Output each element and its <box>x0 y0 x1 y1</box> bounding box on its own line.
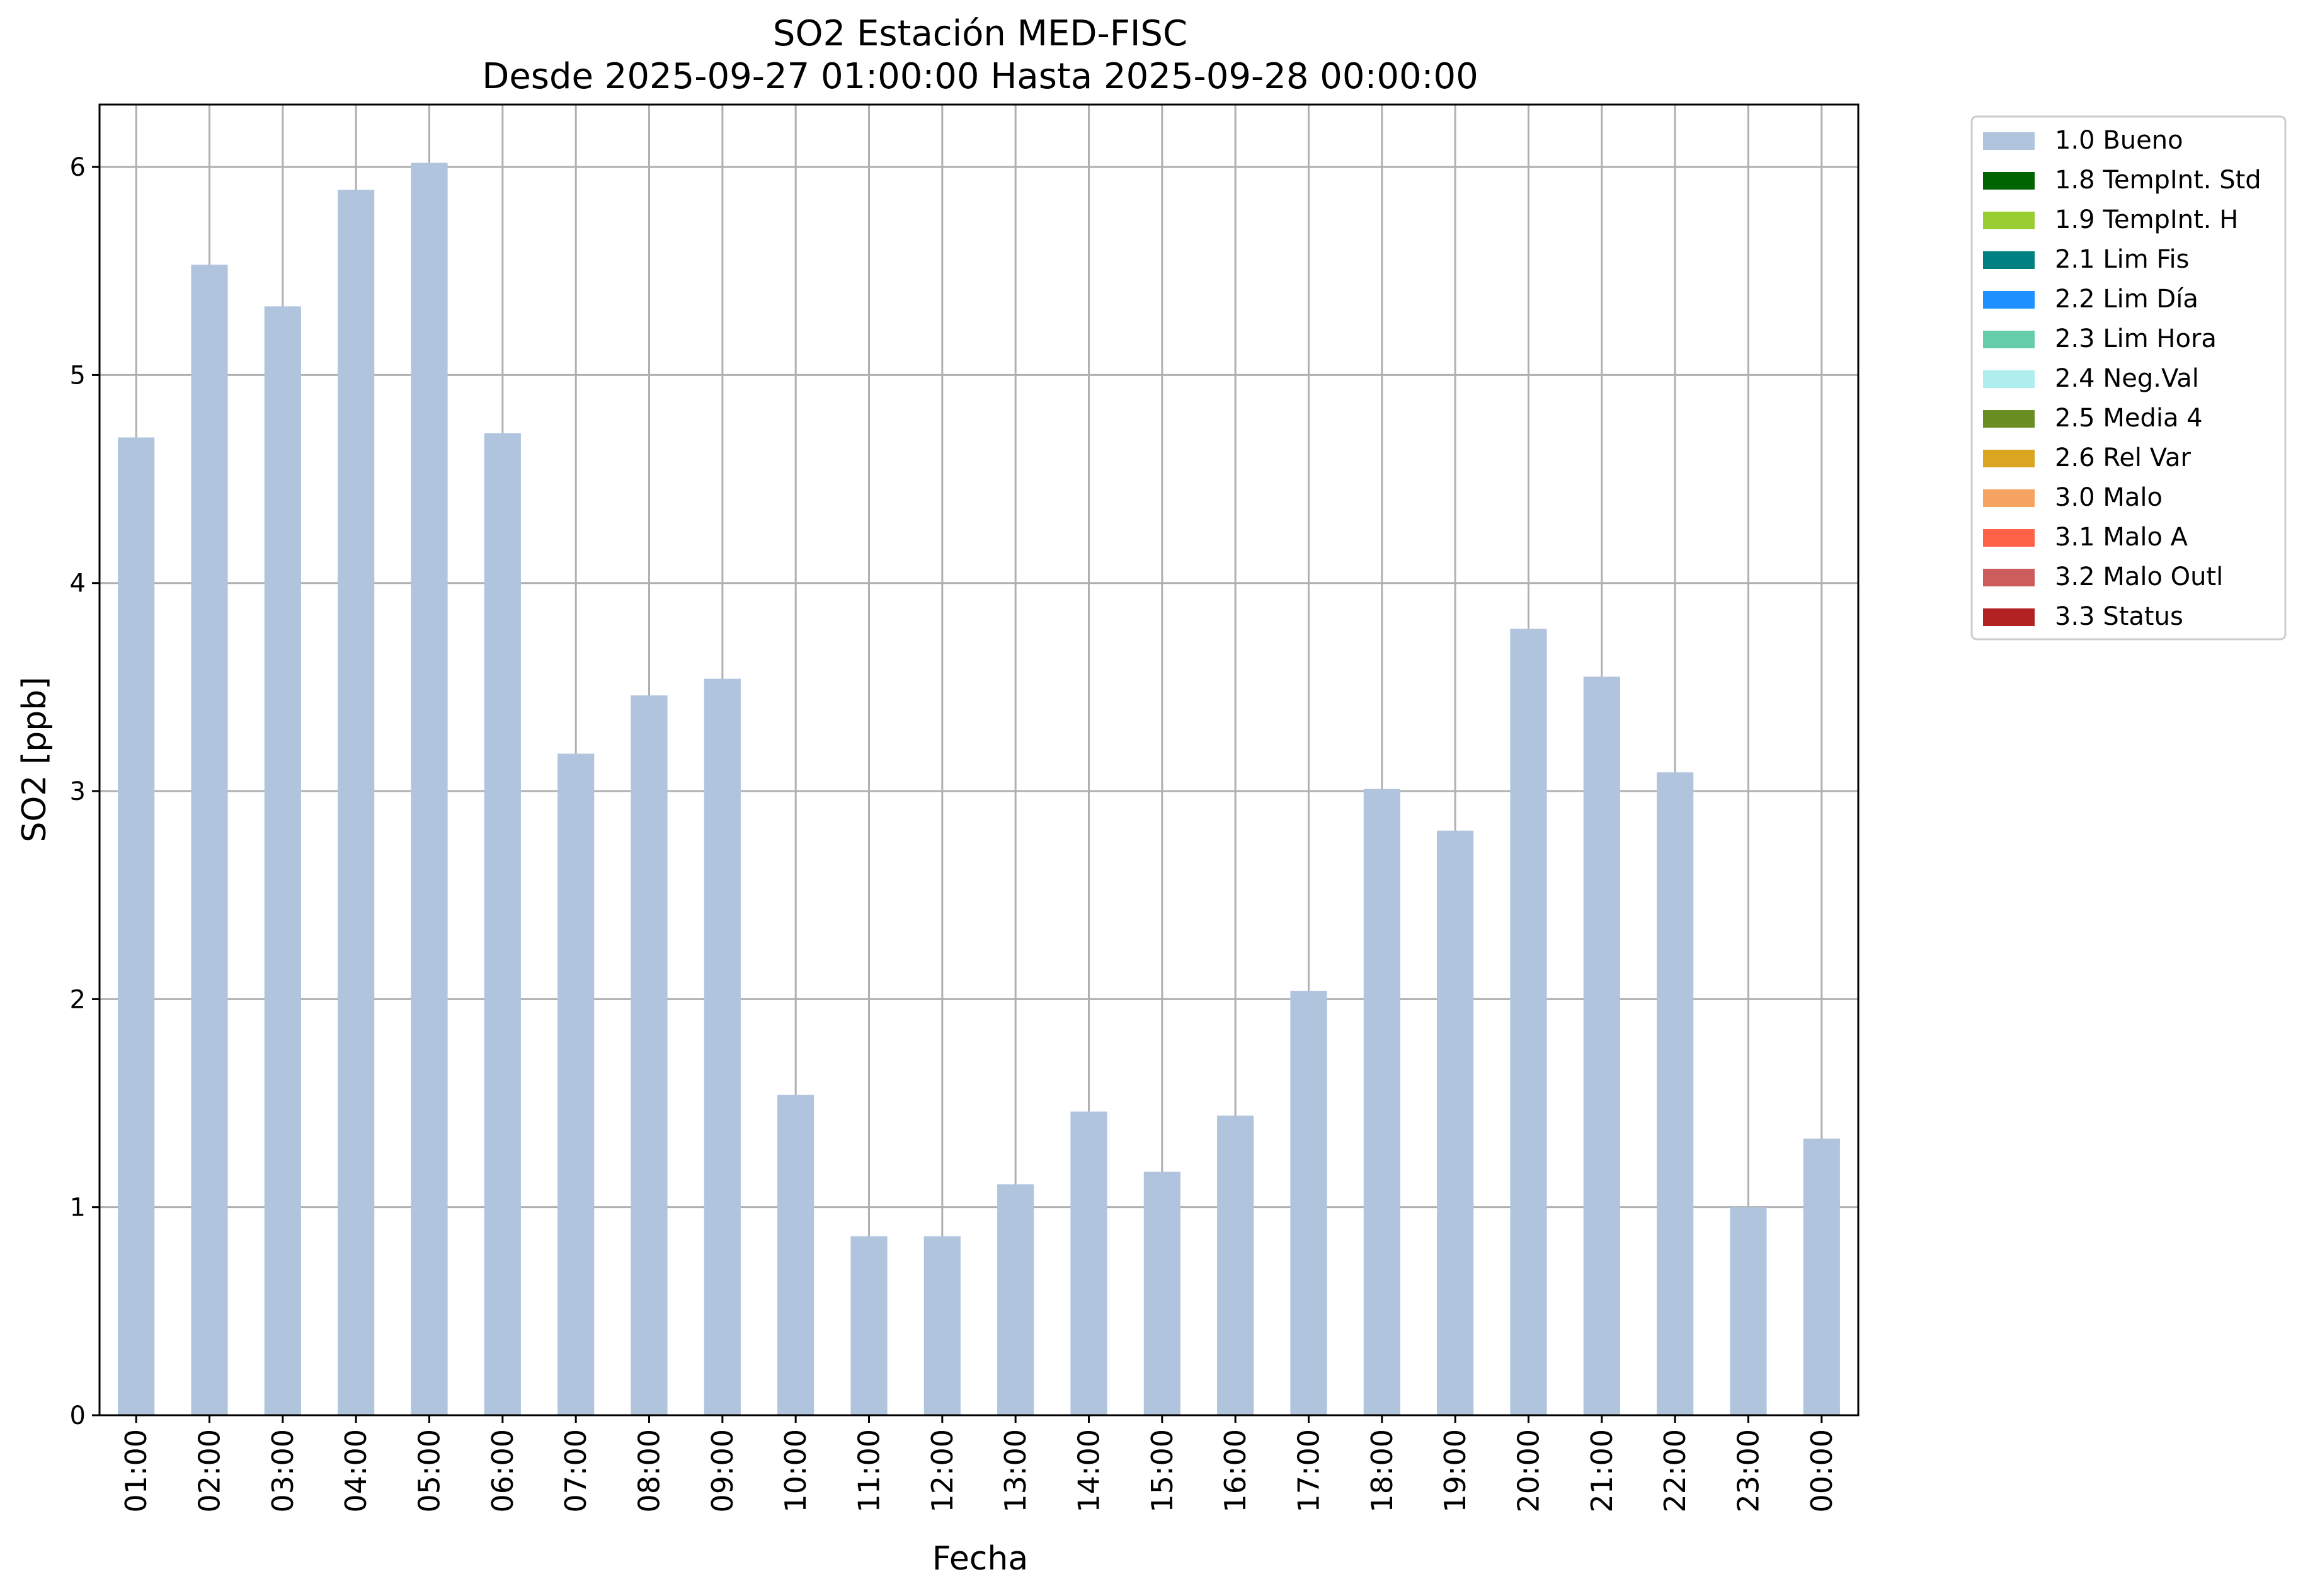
x-tick-label: 08:00 <box>632 1429 666 1513</box>
x-tick-label: 10:00 <box>779 1429 813 1513</box>
bar <box>1803 1138 1840 1415</box>
y-tick-label: 5 <box>70 361 86 390</box>
x-tick-label: 12:00 <box>925 1429 959 1513</box>
x-tick-label: 09:00 <box>706 1429 740 1513</box>
x-axis-ticks: 01:00 02:00 03:00 04:00 05:00 06:00 07:00 08:00… <box>119 1415 1839 1513</box>
legend-swatch <box>1983 489 2035 507</box>
bar <box>1070 1111 1107 1415</box>
legend-label: 1.9 TempInt. H <box>2055 205 2238 234</box>
x-tick-label: 03:00 <box>266 1429 300 1513</box>
plot-frame <box>98 103 1860 1416</box>
bar <box>850 1236 888 1415</box>
legend-label: 3.0 Malo <box>2055 483 2163 512</box>
legend-swatch <box>1983 331 2035 348</box>
legend-swatch <box>1983 251 2035 269</box>
legend-swatch <box>1983 410 2035 428</box>
bar <box>1437 830 1474 1415</box>
bar <box>557 753 595 1415</box>
x-axis-label: Fecha <box>932 1540 1028 1578</box>
bars <box>118 162 1840 1415</box>
y-tick-label: 3 <box>70 777 86 806</box>
legend-swatch <box>1983 132 2035 150</box>
y-tick-label: 2 <box>70 985 86 1014</box>
x-tick-label: 06:00 <box>486 1429 520 1513</box>
legend-label: 2.2 Lim Día <box>2055 285 2198 314</box>
x-tick-label: 13:00 <box>998 1429 1032 1513</box>
bar <box>997 1184 1034 1415</box>
chart-title-line1: SO2 Estación MED-FISC <box>773 13 1187 54</box>
legend-label: 3.3 Status <box>2055 602 2183 631</box>
y-tick-label: 6 <box>70 153 86 182</box>
y-tick-label: 0 <box>70 1401 86 1430</box>
x-tick-label: 00:00 <box>1805 1429 1839 1513</box>
bar <box>1730 1207 1767 1415</box>
x-tick-label: 19:00 <box>1438 1429 1472 1513</box>
bar <box>264 306 301 1415</box>
legend-label: 2.1 Lim Fis <box>2055 245 2189 274</box>
legend-label: 1.0 Bueno <box>2055 126 2183 155</box>
x-tick-label: 22:00 <box>1658 1429 1692 1513</box>
x-tick-label: 20:00 <box>1512 1429 1546 1513</box>
bar <box>923 1236 961 1415</box>
x-tick-label: 17:00 <box>1292 1429 1326 1513</box>
bar <box>118 437 155 1415</box>
legend-frame <box>1970 115 2287 641</box>
x-tick-label: 23:00 <box>1732 1429 1766 1513</box>
legend-label: 2.5 Media 4 <box>2055 404 2203 433</box>
bar <box>1143 1171 1180 1415</box>
legend-swatch <box>1983 212 2035 229</box>
bar <box>1217 1115 1254 1415</box>
legend-swatch <box>1983 529 2035 547</box>
legend-label: 3.1 Malo A <box>2055 523 2188 552</box>
legend-swatch <box>1983 172 2035 190</box>
bar <box>777 1095 814 1415</box>
x-tick-label: 07:00 <box>559 1429 593 1513</box>
bar <box>191 265 228 1415</box>
x-tick-label: 11:00 <box>852 1429 886 1513</box>
bar <box>1657 772 1694 1415</box>
legend-label: 3.2 Malo Outl <box>2055 562 2223 591</box>
bar <box>704 678 741 1415</box>
bar <box>1290 991 1327 1415</box>
legend-label: 2.4 Neg.Val <box>2055 364 2199 393</box>
x-tick-label: 01:00 <box>119 1429 153 1513</box>
x-tick-label: 18:00 <box>1365 1429 1399 1513</box>
x-tick-label: 02:00 <box>193 1429 227 1513</box>
bar <box>631 695 668 1415</box>
legend-swatch <box>1983 569 2035 586</box>
x-tick-label: 21:00 <box>1585 1429 1619 1513</box>
legend-label: 2.3 Lim Hora <box>2055 324 2217 353</box>
bar <box>411 162 448 1415</box>
bar <box>484 433 521 1415</box>
y-axis-ticks: 0 1 2 3 4 5 6 <box>70 153 100 1430</box>
legend: 1.0 Bueno 1.8 TempInt. Std 1.9 TempInt. H 2… <box>1970 115 2287 641</box>
legend-swatch <box>1983 450 2035 467</box>
legend-label: 1.8 TempInt. Std <box>2055 166 2261 195</box>
x-tick-label: 15:00 <box>1145 1429 1179 1513</box>
y-axis-label: SO2 [ppb] <box>16 676 54 842</box>
legend-label: 2.6 Rel Var <box>2055 443 2192 472</box>
bar <box>1363 789 1400 1415</box>
legend-swatch <box>1983 370 2035 388</box>
bar <box>1510 629 1547 1415</box>
chart-title-line2: Desde 2025-09-27 01:00:00 Hasta 2025-09-… <box>482 56 1478 97</box>
legend-swatch <box>1983 608 2035 626</box>
bar <box>338 190 375 1415</box>
legend-items: 1.0 Bueno 1.8 TempInt. Std 1.9 TempInt. H 2… <box>1983 126 2261 631</box>
x-tick-label: 16:00 <box>1218 1429 1252 1513</box>
x-tick-label: 14:00 <box>1072 1429 1106 1513</box>
x-tick-label: 05:00 <box>413 1429 447 1513</box>
bar <box>1583 676 1620 1415</box>
y-tick-label: 4 <box>70 569 86 598</box>
x-tick-label: 04:00 <box>339 1429 373 1513</box>
y-tick-label: 1 <box>70 1194 86 1223</box>
legend-swatch <box>1983 291 2035 309</box>
